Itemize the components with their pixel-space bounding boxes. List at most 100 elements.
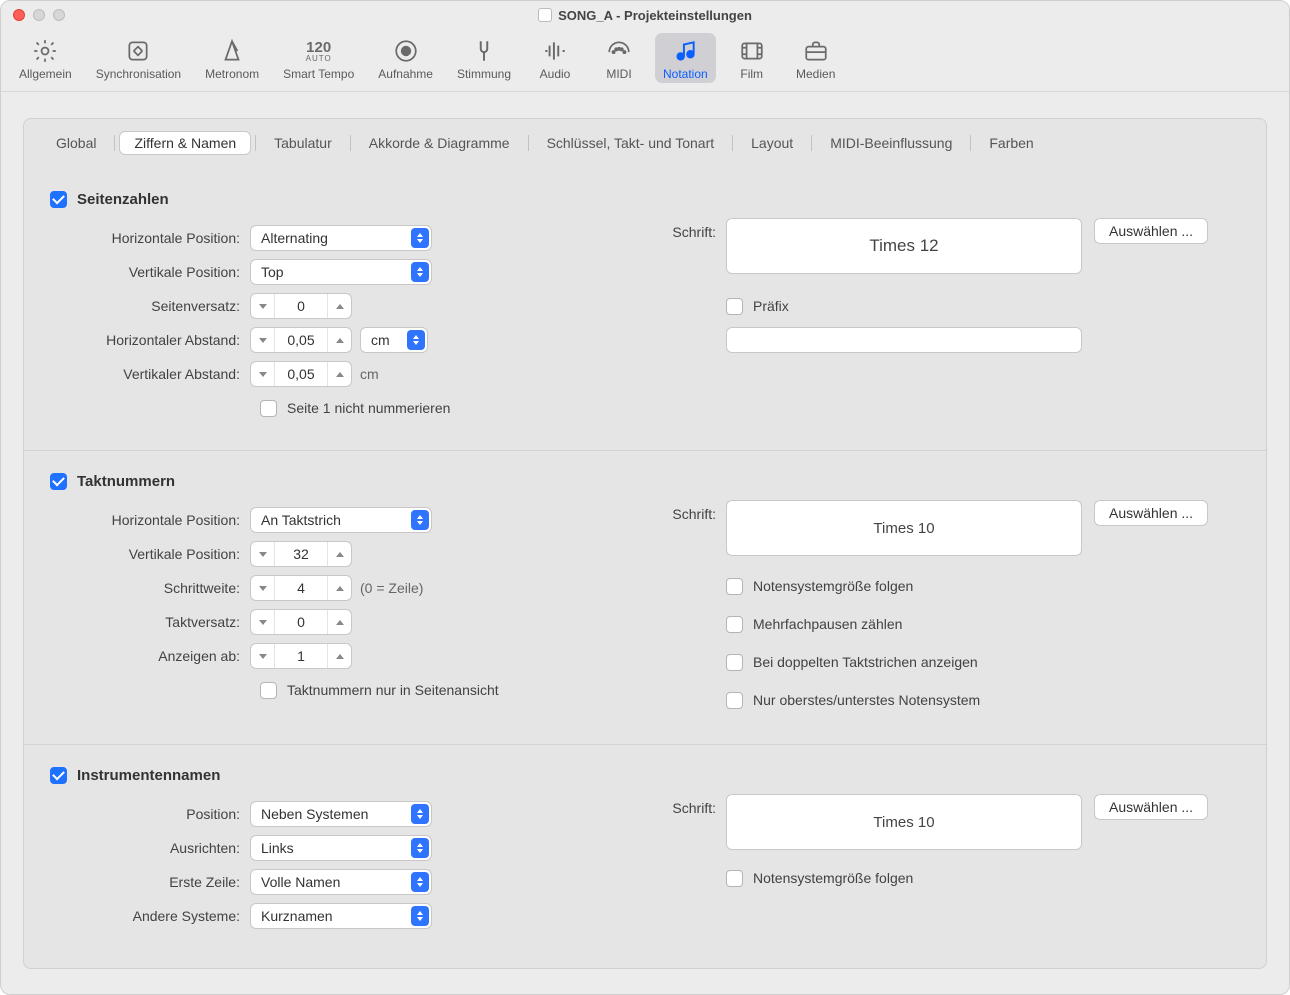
stepper-inc-icon[interactable]	[327, 610, 351, 634]
font-preview-text: Times 10	[873, 814, 934, 831]
count-multirest-checkbox[interactable]	[726, 616, 743, 633]
label-v-position: Vertikale Position:	[50, 546, 250, 562]
subtab-layout[interactable]: Layout	[737, 132, 807, 154]
chevron-updown-icon	[407, 330, 425, 350]
chevron-updown-icon	[411, 510, 429, 530]
top-bottom-checkbox[interactable]	[726, 692, 743, 709]
toolbar-item-tuning[interactable]: Stimmung	[449, 33, 519, 83]
stepper-inc-icon[interactable]	[327, 328, 351, 352]
divider	[350, 135, 351, 151]
subtab-tablature[interactable]: Tabulatur	[260, 132, 346, 154]
bar-step-stepper[interactable]: 4	[250, 575, 352, 601]
stepper-dec-icon[interactable]	[251, 576, 275, 600]
toolbar-item-smart-tempo[interactable]: 120 AUTO Smart Tempo	[275, 33, 362, 83]
settings-panel: Global Ziffern & Namen Tabulatur Akkorde…	[23, 118, 1267, 969]
toolbar-item-record[interactable]: Aufnahme	[370, 33, 441, 83]
only-pageview-checkbox[interactable]	[260, 682, 277, 699]
subtab-label: Farben	[989, 135, 1033, 151]
bar-h-position-select[interactable]: An Taktstrich	[250, 507, 432, 533]
toolbar-item-metronome[interactable]: Metronom	[197, 33, 267, 83]
subtab-global[interactable]: Global	[42, 132, 110, 154]
label-font: Schrift:	[640, 500, 716, 522]
toolbar-item-general[interactable]: Allgemein	[11, 33, 80, 83]
stepper-inc-icon[interactable]	[327, 362, 351, 386]
toolbar-item-assets[interactable]: Medien	[788, 33, 844, 83]
toolbar-item-film[interactable]: Film	[724, 33, 780, 83]
button-label: Auswählen ...	[1109, 505, 1193, 521]
bar-numbers-enable-checkbox[interactable]	[50, 473, 67, 490]
stepper-dec-icon[interactable]	[251, 542, 275, 566]
chevron-updown-icon	[411, 872, 429, 892]
instr-follow-size-label: Notensystemgröße folgen	[753, 870, 913, 886]
section-title: Seitenzahlen	[77, 191, 169, 208]
follow-staff-size-checkbox[interactable]	[726, 578, 743, 595]
skip-page1-checkbox[interactable]	[260, 400, 277, 417]
label-other-systems: Andere Systeme:	[50, 908, 250, 924]
window-title-text: SONG_A - Projekteinstellungen	[558, 8, 752, 23]
label-h-distance: Horizontaler Abstand:	[50, 332, 250, 348]
count-multirest-label: Mehrfachpausen zählen	[753, 616, 902, 632]
stepper-dec-icon[interactable]	[251, 362, 275, 386]
choose-font-button[interactable]: Auswählen ...	[1094, 500, 1208, 526]
select-value: Volle Namen	[261, 874, 340, 890]
page-numbers-enable-checkbox[interactable]	[50, 191, 67, 208]
toolbar-label: MIDI	[606, 67, 631, 81]
subtab-label: Schlüssel, Takt- und Tonart	[547, 135, 715, 151]
double-barline-checkbox[interactable]	[726, 654, 743, 671]
instr-align-select[interactable]: Links	[250, 835, 432, 861]
show-from-stepper[interactable]: 1	[250, 643, 352, 669]
instr-first-line-select[interactable]: Volle Namen	[250, 869, 432, 895]
v-distance-stepper[interactable]: 0,05	[250, 361, 352, 387]
choose-font-button[interactable]: Auswählen ...	[1094, 218, 1208, 244]
label-h-position: Horizontale Position:	[50, 230, 250, 246]
subtab-numbers-names[interactable]: Ziffern & Namen	[119, 131, 251, 155]
toolbar-label: Aufnahme	[378, 67, 433, 81]
h-distance-stepper[interactable]: 0,05	[250, 327, 352, 353]
instr-other-systems-select[interactable]: Kurznamen	[250, 903, 432, 929]
instr-position-select[interactable]: Neben Systemen	[250, 801, 432, 827]
toolbar-item-audio[interactable]: Audio	[527, 33, 583, 83]
select-value: cm	[371, 332, 390, 348]
prefix-input[interactable]	[726, 327, 1082, 353]
divider	[811, 135, 812, 151]
prefix-checkbox[interactable]	[726, 298, 743, 315]
h-distance-unit-select[interactable]: cm	[360, 327, 428, 353]
bar-v-position-stepper[interactable]: 32	[250, 541, 352, 567]
label-v-distance: Vertikaler Abstand:	[50, 366, 250, 382]
subtab-colors[interactable]: Farben	[975, 132, 1047, 154]
window-title: SONG_A - Projekteinstellungen	[1, 8, 1289, 23]
stepper-dec-icon[interactable]	[251, 644, 275, 668]
instr-follow-size-checkbox[interactable]	[726, 870, 743, 887]
stepper-dec-icon[interactable]	[251, 294, 275, 318]
stepper-inc-icon[interactable]	[327, 644, 351, 668]
section-page-numbers: Seitenzahlen Horizontale Position: Alter…	[24, 169, 1266, 436]
chevron-updown-icon	[411, 262, 429, 282]
stepper-inc-icon[interactable]	[327, 542, 351, 566]
toolbar: Allgemein Synchronisation Metronom 120 A…	[1, 29, 1289, 92]
toolbar-item-midi[interactable]: MIDI	[591, 33, 647, 83]
only-pageview-label: Taktnummern nur in Seitenansicht	[287, 682, 499, 698]
v-position-select[interactable]: Top	[250, 259, 432, 285]
tuning-fork-icon	[471, 37, 497, 65]
gear-icon	[32, 37, 58, 65]
page-offset-stepper[interactable]: 0	[250, 293, 352, 319]
label-v-position: Vertikale Position:	[50, 264, 250, 280]
instrument-names-enable-checkbox[interactable]	[50, 767, 67, 784]
toolbar-item-sync[interactable]: Synchronisation	[88, 33, 189, 83]
stepper-inc-icon[interactable]	[327, 576, 351, 600]
toolbar-item-notation[interactable]: Notation	[655, 33, 716, 83]
subtab-chords[interactable]: Akkorde & Diagramme	[355, 132, 524, 154]
stepper-dec-icon[interactable]	[251, 328, 275, 352]
subtab-clefs[interactable]: Schlüssel, Takt- und Tonart	[533, 132, 729, 154]
sync-icon	[125, 37, 151, 65]
label-bar-offset: Taktversatz:	[50, 614, 250, 630]
toolbar-label: Smart Tempo	[283, 67, 354, 81]
choose-font-button[interactable]: Auswählen ...	[1094, 794, 1208, 820]
prefix-label: Präfix	[753, 298, 789, 314]
subtab-midi-meaning[interactable]: MIDI-Beeinflussung	[816, 132, 966, 154]
toolbar-label: Metronom	[205, 67, 259, 81]
stepper-inc-icon[interactable]	[327, 294, 351, 318]
stepper-dec-icon[interactable]	[251, 610, 275, 634]
bar-offset-stepper[interactable]: 0	[250, 609, 352, 635]
h-position-select[interactable]: Alternating	[250, 225, 432, 251]
